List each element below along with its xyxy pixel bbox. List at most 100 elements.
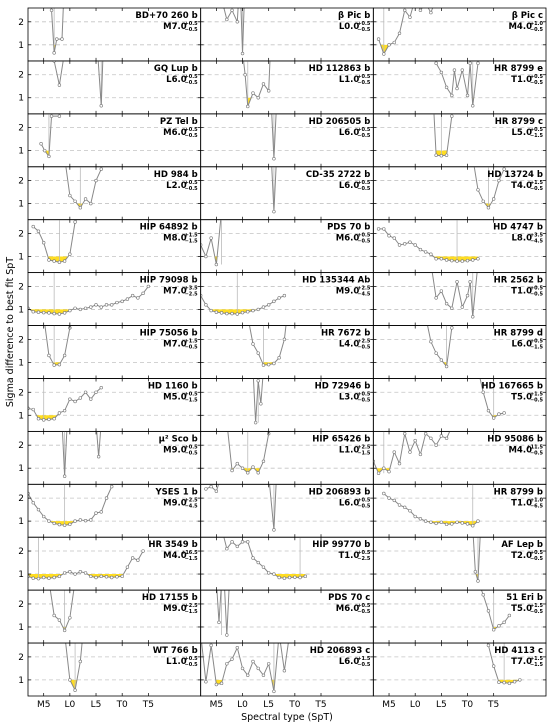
data-point: [52, 363, 56, 367]
spt-upper-error: +16.5: [181, 550, 198, 556]
series-line: [431, 272, 478, 317]
data-point: [41, 575, 46, 580]
data-point: [439, 257, 444, 261]
data-point: [482, 632, 485, 635]
data-point: [434, 153, 438, 157]
data-point: [63, 50, 66, 53]
data-point: [275, 103, 278, 106]
data-point: [476, 61, 480, 65]
data-point: [57, 618, 62, 622]
data-point: [252, 368, 255, 371]
panel: HR 7672 bL4.0+2.5−0.5: [200, 325, 374, 379]
data-point: [387, 496, 391, 500]
data-point: [246, 673, 250, 677]
data-point: [491, 197, 496, 201]
y-tick-label: 1: [18, 305, 24, 315]
spt-upper-error: +3.5: [185, 286, 199, 292]
data-point: [397, 461, 402, 466]
data-point: [45, 50, 48, 53]
data-point: [89, 305, 93, 309]
spt-upper-error: +2.5: [357, 444, 371, 450]
data-point: [31, 576, 35, 580]
planet-spt: M7.0: [163, 287, 187, 297]
data-point: [382, 491, 386, 496]
data-point: [94, 303, 98, 307]
planet-name: HD 112863 b: [309, 64, 371, 74]
planet-name: HD 1160 b: [148, 381, 198, 391]
data-point: [141, 549, 145, 553]
data-point: [220, 527, 223, 530]
data-point: [225, 311, 229, 316]
series-line: [472, 537, 481, 582]
data-point: [47, 576, 51, 580]
series-line: [243, 60, 271, 107]
data-point: [450, 522, 454, 526]
data-point: [382, 227, 386, 231]
panel-plot-area: [427, 315, 456, 369]
spt-upper-error: +1.5: [530, 656, 544, 662]
data-point: [52, 521, 56, 526]
x-tick-label: L5: [263, 700, 274, 710]
spt-lower-error: −0.5: [357, 133, 371, 139]
data-point: [73, 519, 77, 523]
data-point: [68, 308, 72, 313]
panel-plot-area: [477, 368, 506, 420]
data-point: [99, 574, 103, 579]
planet-name: 51 Eri b: [506, 593, 543, 603]
spt-upper-error: +0.5: [357, 391, 371, 397]
panel: 1 2 μ² Sco bM9.0+0.5−0.5: [18, 430, 202, 485]
data-point: [78, 206, 83, 210]
data-point: [481, 593, 485, 597]
planet-name: PDS 70 c: [328, 593, 370, 603]
data-point: [261, 673, 266, 677]
data-point: [486, 408, 491, 413]
data-point: [444, 301, 449, 306]
data-point: [273, 421, 276, 424]
data-point: [36, 507, 41, 512]
y-tick-label: 1: [18, 517, 24, 527]
y-tick-label: 2: [18, 18, 24, 28]
data-point: [225, 421, 228, 424]
panel: 1 2 YSES 1 bM9.0+2.5−4.5: [18, 483, 202, 538]
data-point: [497, 624, 501, 628]
data-point: [429, 252, 433, 256]
data-point: [256, 351, 260, 355]
data-point: [68, 522, 72, 527]
data-point: [453, 315, 456, 318]
planet-name: HD 4747 b: [493, 223, 543, 233]
y-tick-label: 2: [18, 71, 24, 81]
spt-lower-error: −0.5: [530, 556, 544, 562]
data-point: [382, 52, 386, 56]
panel: 1 2 HD 17155 bM9.0+2.5−1.5: [18, 589, 202, 644]
data-point: [270, 103, 273, 106]
data-point: [408, 450, 412, 454]
planet-name: HD 135344 Ab: [302, 276, 370, 286]
data-point: [477, 368, 480, 371]
spt-lower-error: −0.5: [530, 609, 544, 615]
data-point: [434, 521, 438, 526]
data-point: [47, 154, 51, 159]
y-tick-label: 1: [18, 623, 24, 633]
data-point: [57, 411, 62, 415]
data-point: [78, 659, 83, 664]
panel: CD-35 2722 bL6.0+0.5−0.5: [200, 166, 374, 221]
data-point: [110, 575, 114, 580]
data-point: [240, 540, 245, 544]
planet-spt: M9.0: [336, 287, 360, 297]
data-point: [293, 575, 297, 579]
panel-plot-area: [201, 643, 289, 694]
data-point: [261, 305, 266, 309]
panel: HD 206505 bL6.0+0.5−0.5: [200, 103, 374, 168]
series-line: [378, 228, 479, 262]
data-point: [49, 8, 54, 13]
panel: HR 8799 dL6.0+0.5−1.5: [372, 315, 547, 379]
spt-lower-error: −0.5: [357, 80, 371, 86]
data-point: [434, 257, 438, 261]
planet-spt: T1.0: [511, 287, 532, 297]
data-point: [89, 518, 93, 522]
data-point: [256, 666, 260, 671]
y-tick-label: 2: [18, 388, 24, 398]
panel-plot-area: [473, 166, 506, 210]
panel: HD 112863 bL1.0+0.5−0.5: [200, 60, 374, 115]
data-point: [63, 632, 66, 635]
